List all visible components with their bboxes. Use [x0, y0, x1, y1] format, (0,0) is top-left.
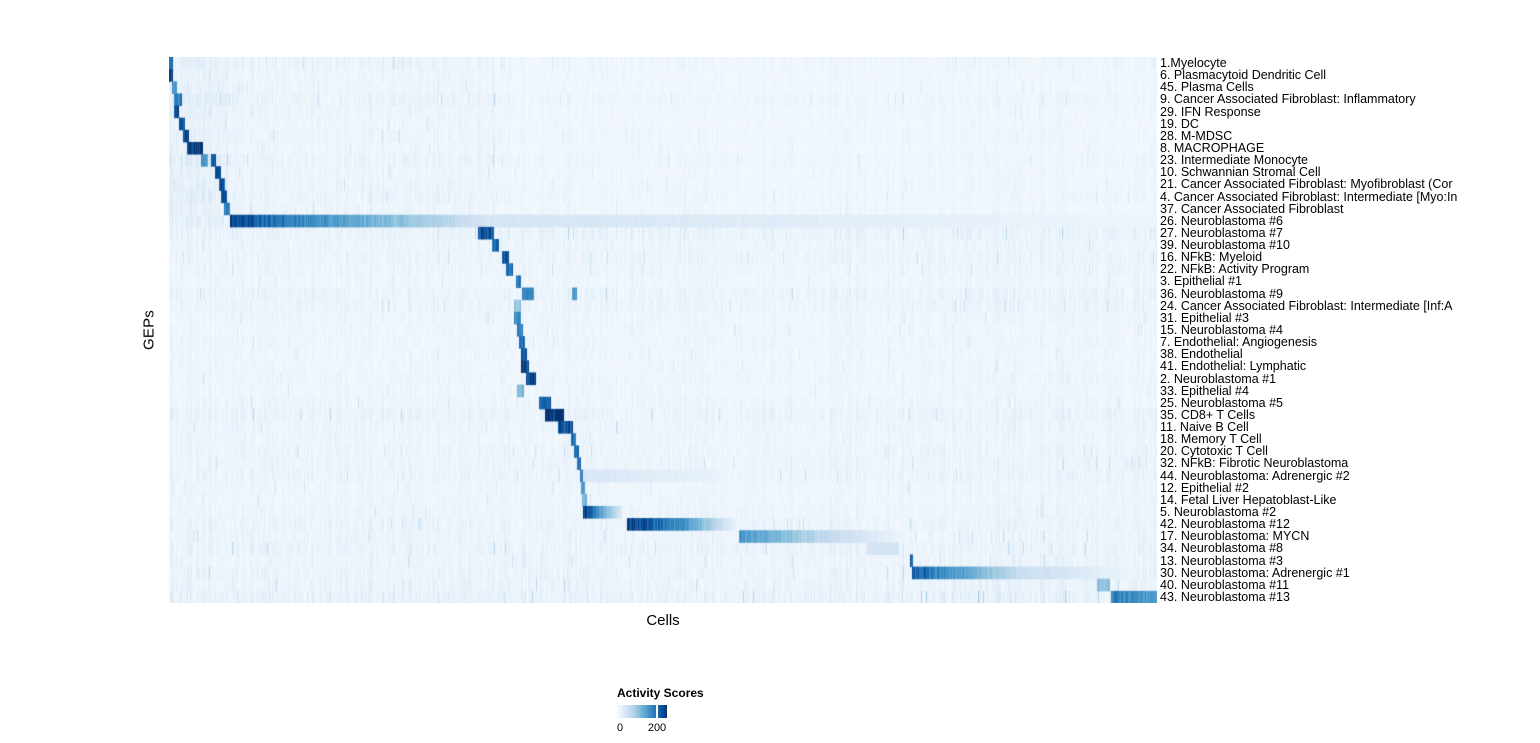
gep-row-label: 3. Epithelial #1 [1160, 274, 1243, 289]
gep-row-label: 31. Epithelial #3 [1160, 310, 1249, 325]
gep-row-label: 38. Endothelial [1160, 347, 1243, 362]
legend: Activity Scores 0 200 [617, 686, 737, 738]
gep-row-label: 26. Neuroblastoma #6 [1160, 213, 1283, 228]
gep-row-label: 24. Cancer Associated Fibroblast: Interm… [1160, 298, 1453, 313]
gep-row-label: 23. Intermediate Monocyte [1160, 153, 1308, 168]
x-axis-label: Cells [646, 612, 680, 629]
gep-row-label: 35. CD8+ T Cells [1160, 407, 1256, 422]
gep-row-label: 17. Neuroblastoma: MYCN [1160, 529, 1310, 544]
heatmap-canvas [169, 57, 1157, 603]
gep-row-label: 28. M-MDSC [1160, 128, 1233, 143]
gep-row-label: 11. Naive B Cell [1160, 420, 1249, 435]
gep-row-label: 5. Neuroblastoma #2 [1160, 505, 1277, 519]
gep-row-label: 30. Neuroblastoma: Adrenergic #1 [1160, 565, 1350, 580]
gep-row-label: 6. Plasmacytoid Dendritic Cell [1160, 68, 1327, 83]
gep-row-label: 36. Neuroblastoma #9 [1160, 286, 1283, 301]
gep-row-label: 22. NFkB: Activity Program [1160, 262, 1310, 277]
gep-row-label: 4. Cancer Associated Fibroblast: Interme… [1160, 189, 1458, 204]
legend-tick-200 [656, 705, 658, 718]
gep-row-label: 19. DC [1160, 116, 1199, 131]
gep-row-label: 8. MACROPHAGE [1160, 141, 1265, 155]
legend-colorbar [617, 705, 667, 718]
gep-row-label: 12. Epithelial #2 [1160, 480, 1249, 495]
legend-label-0: 0 [616, 722, 624, 734]
gep-row-labels: 1.Myelocyte 6. Plasmacytoid Dendritic Cel… [1160, 56, 1540, 617]
gep-row-label: 18. Memory T Cell [1160, 432, 1262, 447]
y-axis-label: GEPs [140, 310, 158, 350]
gep-row-label: 39. Neuroblastoma #10 [1160, 238, 1290, 253]
gep-row-label: 7. Endothelial: Angiogenesis [1160, 335, 1318, 350]
gep-row-label: 16. NFkB: Myeloid [1160, 250, 1263, 265]
gep-row-label: 21. Cancer Associated Fibroblast: Myofib… [1160, 177, 1453, 192]
gep-row-label: 20. Cytotoxic T Cell [1160, 444, 1268, 459]
gep-row-label: 41. Endothelial: Lymphatic [1160, 359, 1307, 374]
gep-row-label: 13. Neuroblastoma #3 [1160, 553, 1283, 568]
gep-row-label: 15. Neuroblastoma #4 [1160, 323, 1283, 337]
gep-row-label: 1.Myelocyte [1160, 56, 1227, 71]
gep-row-label: 34. Neuroblastoma #8 [1160, 541, 1283, 556]
gep-row-label: 14. Fetal Liver Hepatoblast-Like [1160, 492, 1337, 507]
gep-row-label: 9. Cancer Associated Fibroblast: Inflamm… [1160, 92, 1416, 107]
gep-row-label: 37. Cancer Associated Fibroblast [1160, 201, 1344, 216]
gep-row-label: 33. Epithelial #4 [1160, 383, 1249, 398]
gep-row-label: 27. Neuroblastoma #7 [1160, 225, 1283, 240]
gep-row-label: 45. Plasma Cells [1160, 80, 1254, 95]
gep-row-label: 44. Neuroblastoma: Adrenergic #2 [1160, 468, 1350, 483]
gep-row-label: 32. NFkB: Fibrotic Neuroblastoma [1160, 456, 1349, 471]
gep-row-label: 40. Neuroblastoma #11 [1160, 577, 1290, 592]
gep-row-label: 43. Neuroblastoma #13 [1160, 589, 1290, 604]
gep-row-label: 10. Schwannian Stromal Cell [1160, 165, 1321, 180]
gep-row-label: 2. Neuroblastoma #1 [1160, 371, 1277, 386]
legend-label-200: 200 [647, 722, 667, 734]
gep-row-label: 25. Neuroblastoma #5 [1160, 395, 1283, 410]
gep-row-label: 29. IFN Response [1160, 104, 1261, 119]
gep-row-label: 42. Neuroblastoma #12 [1160, 517, 1290, 532]
legend-title: Activity Scores [617, 686, 704, 700]
